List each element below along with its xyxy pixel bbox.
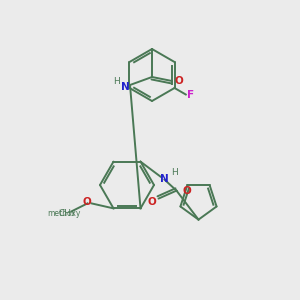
Text: H: H bbox=[112, 76, 119, 85]
Text: O: O bbox=[175, 76, 183, 86]
Text: F: F bbox=[187, 89, 194, 100]
Text: O: O bbox=[82, 197, 91, 207]
Text: O: O bbox=[183, 186, 192, 196]
Text: N: N bbox=[121, 82, 129, 92]
Text: methoxy: methoxy bbox=[47, 209, 80, 218]
Text: O: O bbox=[147, 196, 156, 207]
Text: CH₃: CH₃ bbox=[58, 209, 75, 218]
Text: N: N bbox=[160, 174, 169, 184]
Text: H: H bbox=[171, 168, 178, 177]
